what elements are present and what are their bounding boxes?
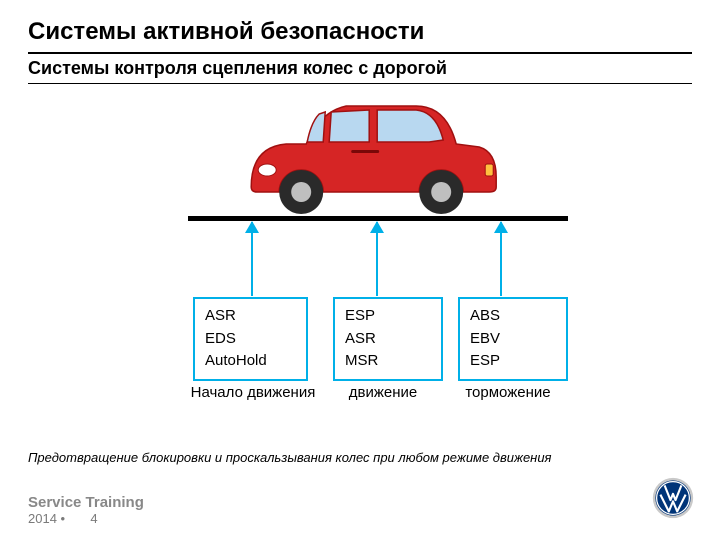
slide-subtitle: Системы контроля сцепления колес с дорог… [28, 58, 692, 79]
label-brake: торможение [428, 384, 588, 401]
box-start: ASREDSAutoHold [193, 297, 308, 381]
car-svg [231, 92, 511, 222]
slide: Системы активной безопасности Системы ко… [0, 0, 720, 540]
system-ebv: EBV [470, 328, 556, 351]
footer: Service Training 2014 • 4 [28, 494, 144, 526]
arrow-2 [500, 222, 502, 296]
arrow-0 [251, 222, 253, 296]
vw-logo [652, 477, 694, 524]
system-esp: ESP [470, 350, 556, 373]
subtitle-rule [28, 83, 692, 84]
box-brake: ABSEBVESP [458, 297, 568, 381]
title-rule [28, 52, 692, 54]
footer-year: 2014 • [28, 511, 65, 526]
vw-logo-icon [652, 477, 694, 519]
diagram: ASREDSAutoHoldESPASRMSRABSEBVESP Начало … [28, 92, 692, 392]
car-illustration [231, 92, 511, 227]
system-esp: ESP [345, 305, 431, 328]
system-autohold: AutoHold [205, 350, 296, 373]
footer-service: Service Training [28, 494, 144, 511]
system-msr: MSR [345, 350, 431, 373]
box-drive: ESPASRMSR [333, 297, 443, 381]
caption: Предотвращение блокировки и проскальзыва… [28, 450, 552, 465]
arrow-1 [376, 222, 378, 296]
system-asr: ASR [205, 305, 296, 328]
system-asr: ASR [345, 328, 431, 351]
footer-page: 4 [90, 511, 97, 526]
system-eds: EDS [205, 328, 296, 351]
slide-title: Системы активной безопасности [28, 18, 692, 46]
system-abs: ABS [470, 305, 556, 328]
